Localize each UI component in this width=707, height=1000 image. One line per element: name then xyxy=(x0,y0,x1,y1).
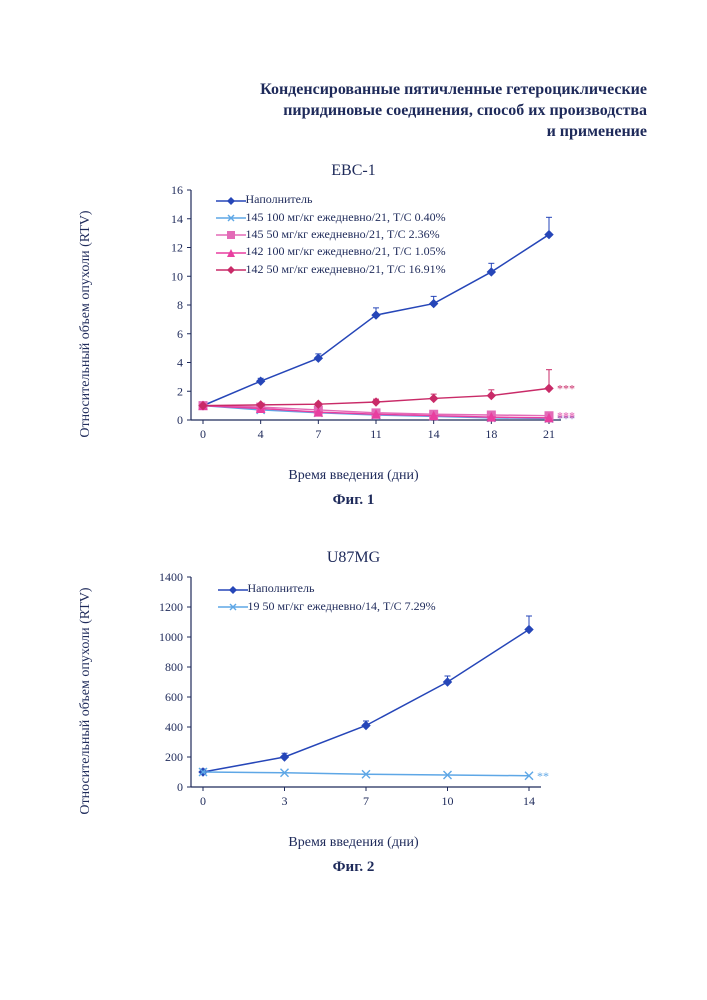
title-line: и применение xyxy=(547,123,647,140)
page: Конденсированные пятичленные гетероцикли… xyxy=(0,0,707,1000)
chart1-xlabel: Время введения (дни) xyxy=(94,468,614,484)
chart1-caption: Фиг. 1 xyxy=(94,492,614,509)
title-line: Конденсированные пятичленные гетероцикли… xyxy=(260,81,647,98)
svg-text:6: 6 xyxy=(177,327,183,341)
chart2-caption: Фиг. 2 xyxy=(94,859,614,876)
svg-text:***: *** xyxy=(557,411,575,425)
svg-text:1000: 1000 xyxy=(159,630,183,644)
chart1-wrap: Относительный объем опухоли (RTV) 024681… xyxy=(94,184,614,464)
legend-label: 142 50 мг/кг ежедневно/21, T/C 16.91% xyxy=(246,262,446,276)
legend-item: 142 50 мг/кг ежедневно/21, T/C 16.91% xyxy=(216,260,446,277)
svg-text:0: 0 xyxy=(200,427,206,441)
doc-title: Конденсированные пятичленные гетероцикли… xyxy=(60,80,647,142)
svg-text:0: 0 xyxy=(177,780,183,794)
svg-text:***: *** xyxy=(557,382,575,396)
svg-text:12: 12 xyxy=(171,241,183,255)
legend-item: Наполнитель xyxy=(218,579,436,596)
svg-text:14: 14 xyxy=(171,212,183,226)
svg-text:7: 7 xyxy=(363,794,369,808)
legend-item: 19 50 мг/кг ежедневно/14, T/C 7.29% xyxy=(218,597,436,614)
chart1-title: EBC-1 xyxy=(94,162,614,180)
legend-item: 142 100 мг/кг ежедневно/21, T/C 1.05% xyxy=(216,242,446,259)
svg-text:10: 10 xyxy=(171,270,183,284)
svg-text:3: 3 xyxy=(281,794,287,808)
svg-text:14: 14 xyxy=(427,427,439,441)
svg-text:11: 11 xyxy=(370,427,382,441)
svg-text:18: 18 xyxy=(485,427,497,441)
svg-text:600: 600 xyxy=(165,690,183,704)
svg-text:0: 0 xyxy=(200,794,206,808)
svg-text:4: 4 xyxy=(257,427,263,441)
svg-text:14: 14 xyxy=(523,794,535,808)
legend-label: 19 50 мг/кг ежедневно/14, T/C 7.29% xyxy=(248,599,436,613)
chart2-block: U87MG Относительный объем опухоли (RTV) … xyxy=(94,549,614,876)
svg-text:**: ** xyxy=(537,769,549,783)
chart2-title: U87MG xyxy=(94,549,614,567)
svg-text:0: 0 xyxy=(177,413,183,427)
legend-label: 145 50 мг/кг ежедневно/21, T/C 2.36% xyxy=(246,227,440,241)
chart2-xlabel: Время введения (дни) xyxy=(94,835,614,851)
legend-label: 145 100 мг/кг ежедневно/21, T/C 0.40% xyxy=(246,210,446,224)
legend-label: 142 100 мг/кг ежедневно/21, T/C 1.05% xyxy=(246,245,446,259)
svg-text:8: 8 xyxy=(177,298,183,312)
svg-text:1200: 1200 xyxy=(159,600,183,614)
legend-label: Наполнитель xyxy=(248,582,315,596)
chart1-block: EBC-1 Относительный объем опухоли (RTV) … xyxy=(94,162,614,509)
svg-text:10: 10 xyxy=(441,794,453,808)
svg-text:200: 200 xyxy=(165,750,183,764)
title-line: пиридиновые соединения, способ их произв… xyxy=(283,102,647,119)
legend-item: Наполнитель xyxy=(216,190,446,207)
svg-text:1400: 1400 xyxy=(159,571,183,584)
legend-item: 145 100 мг/кг ежедневно/21, T/C 0.40% xyxy=(216,208,446,225)
svg-text:2: 2 xyxy=(177,385,183,399)
svg-text:4: 4 xyxy=(177,356,183,370)
chart2-ylabel: Относительный объем опухоли (RTV) xyxy=(78,588,94,815)
chart1-legend: Наполнитель 145 100 мг/кг ежедневно/21, T… xyxy=(216,190,446,277)
legend-item: 145 50 мг/кг ежедневно/21, T/C 2.36% xyxy=(216,225,446,242)
chart2-wrap: Относительный объем опухоли (RTV) 020040… xyxy=(94,571,614,831)
legend-label: Наполнитель xyxy=(246,193,313,207)
chart2-legend: Наполнитель 19 50 мг/кг ежедневно/14, T/C… xyxy=(218,579,436,614)
svg-text:16: 16 xyxy=(171,184,183,197)
svg-text:400: 400 xyxy=(165,720,183,734)
svg-text:800: 800 xyxy=(165,660,183,674)
svg-text:21: 21 xyxy=(543,427,555,441)
svg-text:7: 7 xyxy=(315,427,321,441)
chart1-ylabel: Относительный объем опухоли (RTV) xyxy=(78,211,94,438)
